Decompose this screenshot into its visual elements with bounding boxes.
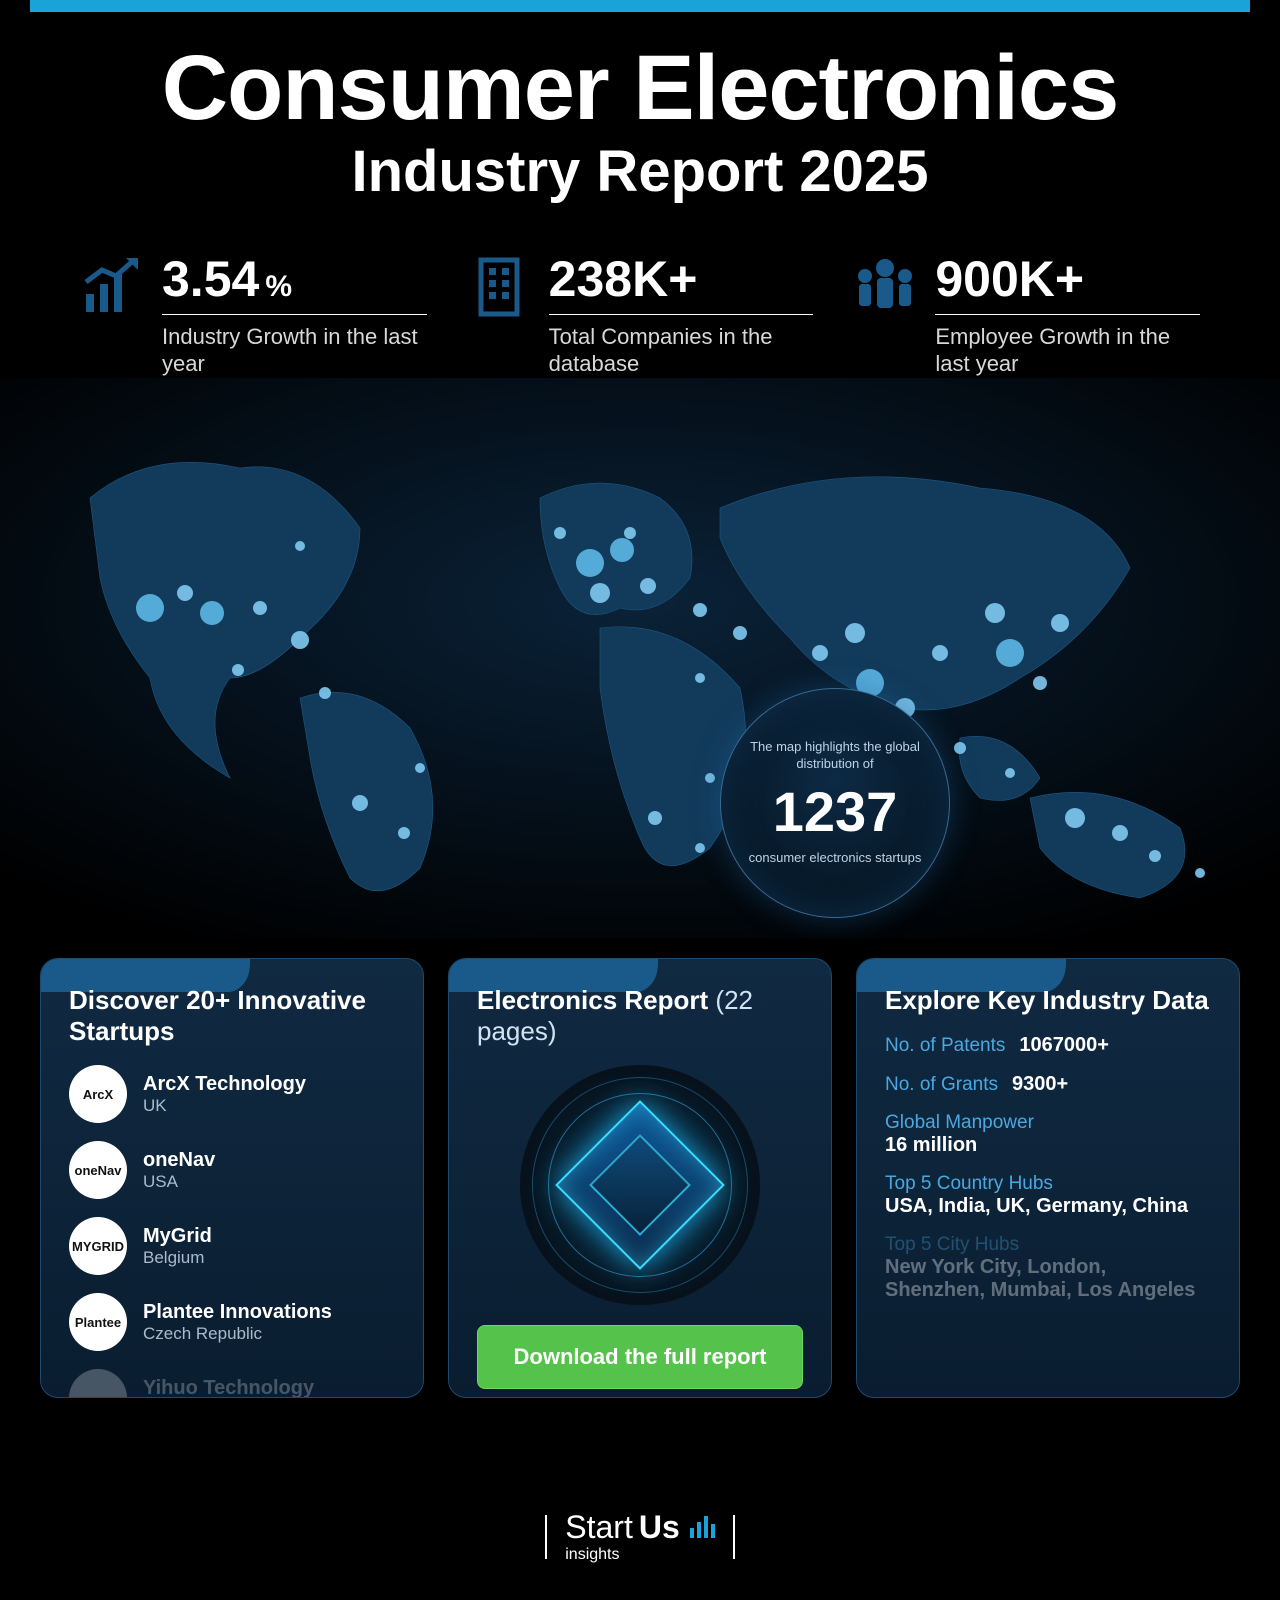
- startup-name: MyGrid: [143, 1225, 212, 1248]
- chip-icon: [555, 1100, 725, 1270]
- world-map: The map highlights the global distributi…: [0, 378, 1280, 938]
- data-value: 16 million: [885, 1134, 1211, 1157]
- stat-growth: 3.54% Industry Growth in the last year: [80, 254, 427, 378]
- brand-a: Start: [565, 1509, 633, 1546]
- data-value: 9300+: [1012, 1073, 1068, 1096]
- data-key: Top 5 City Hubs: [885, 1234, 1211, 1256]
- card-title: Electronics Report (22 pages): [477, 985, 803, 1047]
- map-badge-pre: The map highlights the global distributi…: [741, 739, 929, 773]
- growth-chart-icon: [80, 254, 144, 318]
- data-key: No. of Grants: [885, 1074, 998, 1096]
- data-key: Top 5 Country Hubs: [885, 1173, 1211, 1195]
- startup-logo: oneNav: [69, 1141, 127, 1199]
- stat-label: Total Companies in the database: [549, 323, 814, 378]
- report-visual: [520, 1065, 760, 1305]
- startup-list: ArcX ArcX Technology UK oneNav oneNav USA…: [69, 1065, 395, 1398]
- stat-companies: 238K+ Total Companies in the database: [467, 254, 814, 378]
- startup-item[interactable]: Plantee Plantee Innovations Czech Republ…: [69, 1293, 395, 1351]
- map-badge-post: consumer electronics startups: [749, 850, 922, 867]
- card-report: Electronics Report (22 pages) Download t…: [448, 958, 832, 1398]
- accent-bar: [30, 0, 1250, 12]
- startup-name: Plantee Innovations: [143, 1301, 332, 1324]
- stat-employees: 900K+ Employee Growth in the last year: [853, 254, 1200, 378]
- stat-label: Employee Growth in the last year: [935, 323, 1200, 378]
- card-startups: Discover 20+ Innovative Startups ArcX Ar…: [40, 958, 424, 1398]
- title-block: Consumer Electronics Industry Report 202…: [0, 12, 1280, 224]
- card-title: Explore Key Industry Data: [885, 985, 1211, 1016]
- startup-name: ArcX Technology: [143, 1073, 306, 1096]
- data-item: Top 5 City HubsNew York City, London, Sh…: [885, 1234, 1211, 1302]
- startup-logo: ArcX: [69, 1065, 127, 1123]
- map-badge: The map highlights the global distributi…: [720, 688, 950, 918]
- startup-country: USA: [143, 1172, 215, 1192]
- startup-item[interactable]: — Yihuo Technology China: [69, 1369, 395, 1398]
- stat-value: 900K+: [935, 251, 1084, 307]
- footer: StartUs insights: [0, 1509, 1280, 1564]
- startup-country: UK: [143, 1096, 306, 1116]
- startup-logo: MYGRID: [69, 1217, 127, 1275]
- stat-value: 3.54: [162, 251, 259, 307]
- world-map-svg: [0, 378, 1280, 938]
- map-badge-number: 1237: [773, 779, 898, 844]
- card-title: Discover 20+ Innovative Startups: [69, 985, 395, 1047]
- stat-value: 238K+: [549, 251, 698, 307]
- startup-logo: —: [69, 1369, 127, 1398]
- title-main: Consumer Electronics: [40, 42, 1240, 134]
- download-button[interactable]: Download the full report: [477, 1325, 803, 1389]
- data-item: No. of Patents 1067000+: [885, 1034, 1211, 1057]
- data-item: No. of Grants 9300+: [885, 1073, 1211, 1096]
- title-sub: Industry Report 2025: [40, 140, 1240, 204]
- building-icon: [467, 254, 531, 318]
- data-list: No. of Patents 1067000+ No. of Grants 9300+…: [885, 1034, 1211, 1302]
- startup-name: Yihuo Technology: [143, 1377, 314, 1398]
- brand-sub: insights: [565, 1546, 619, 1563]
- card-data: Explore Key Industry Data No. of Patents…: [856, 958, 1240, 1398]
- people-icon: [853, 254, 917, 318]
- stat-label: Industry Growth in the last year: [162, 323, 427, 378]
- footer-logo: StartUs: [565, 1509, 714, 1546]
- startup-item[interactable]: MYGRID MyGrid Belgium: [69, 1217, 395, 1275]
- stat-unit: %: [265, 270, 292, 303]
- brand-b: Us: [639, 1509, 680, 1546]
- startup-item[interactable]: ArcX ArcX Technology UK: [69, 1065, 395, 1123]
- startup-country: Czech Republic: [143, 1324, 332, 1344]
- report-title-strong: Electronics Report: [477, 985, 708, 1015]
- data-key: No. of Patents: [885, 1035, 1005, 1057]
- data-item: Global Manpower16 million: [885, 1112, 1211, 1157]
- cards-row: Discover 20+ Innovative Startups ArcX Ar…: [0, 938, 1280, 1398]
- data-value: USA, India, UK, Germany, China: [885, 1195, 1211, 1218]
- data-value: 1067000+: [1019, 1034, 1109, 1057]
- startup-logo: Plantee: [69, 1293, 127, 1351]
- stats-row: 3.54% Industry Growth in the last year 2…: [0, 224, 1280, 388]
- startup-country: Belgium: [143, 1248, 212, 1268]
- startup-name: oneNav: [143, 1149, 215, 1172]
- data-value: New York City, London, Shenzhen, Mumbai,…: [885, 1256, 1211, 1302]
- data-item: Top 5 Country HubsUSA, India, UK, German…: [885, 1173, 1211, 1218]
- data-key: Global Manpower: [885, 1112, 1211, 1134]
- startup-item[interactable]: oneNav oneNav USA: [69, 1141, 395, 1199]
